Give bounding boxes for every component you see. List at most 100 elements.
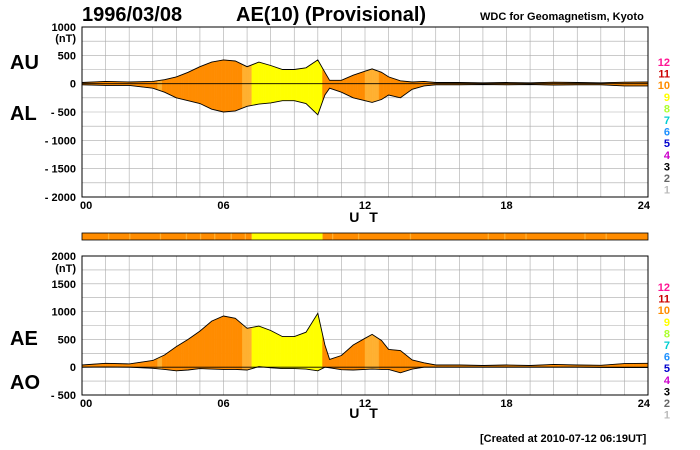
p2-unit-label: (nT) [55, 263, 76, 275]
ae-label: AE [10, 328, 38, 350]
p1-fill-slice [301, 67, 304, 104]
p1-fill-slice [362, 70, 366, 101]
p1-ytick-label: 1000 [52, 22, 76, 34]
p1-fill-slice [412, 81, 415, 90]
p2-fill-slice [211, 319, 215, 370]
activity-bar [81, 232, 649, 241]
p1-fill-slice [251, 63, 255, 106]
p2-fill-slice [374, 335, 377, 370]
p1-fill-slice [143, 81, 146, 88]
p1-fill-slice [213, 60, 217, 111]
p2-fill-slice [284, 336, 288, 369]
activity-bar-tick [199, 233, 202, 240]
p1-al-series [81, 84, 648, 116]
p2-fill-slice [360, 339, 363, 370]
p1-fill-slice [185, 72, 189, 101]
p1-fill-slice [355, 73, 359, 100]
p2-fill-slice [369, 334, 373, 370]
p1-fill-slice [376, 70, 380, 102]
p1-fill-slice [230, 60, 234, 112]
au-label: AU [10, 52, 39, 74]
p1-fill-slice [312, 61, 316, 114]
p1-fill-slice [209, 61, 212, 110]
p2-legend-level: 2 [664, 398, 670, 410]
p1-fill-slice [279, 68, 283, 102]
p1-fill-slice [345, 76, 349, 96]
p2-fill-slice [178, 343, 182, 371]
p2-fill-slice [251, 326, 255, 369]
p2-fill-slice [261, 326, 264, 368]
p2-fill-slice [390, 349, 394, 372]
p2-fill-slice [355, 341, 359, 371]
p2-fill-slice [289, 336, 293, 369]
p1-fill-slice [282, 69, 285, 101]
p1-fill-slice [338, 80, 342, 93]
p1-legend-level: 7 [664, 115, 670, 127]
p1-fill-slice [225, 59, 229, 113]
p1-xaxis-title: U T [349, 209, 381, 225]
p2-fill-slice [395, 349, 399, 373]
p1-fill-slice [176, 75, 179, 99]
p1-fill-slice [150, 81, 154, 89]
p2-fill-slice [206, 322, 210, 370]
p2-fill-slice [187, 337, 191, 371]
p2-fill-slice [213, 318, 217, 370]
p2-fill-slice [237, 319, 241, 370]
p1-fill-slice [270, 65, 274, 104]
activity-bar-tick [159, 233, 162, 240]
p1-legend-level: 9 [664, 92, 670, 104]
p1-fill-slice [287, 69, 290, 101]
p1-fill-slice [331, 80, 335, 91]
p1-unit-label: (nT) [55, 33, 76, 45]
p2-fill-slice [287, 336, 290, 369]
p1-fill-slice [164, 78, 168, 94]
p2-legend-level: 9 [664, 317, 670, 329]
p1-xtick-label: 18 [500, 200, 512, 212]
p2-fill-slice [357, 340, 361, 371]
p1-fill-slice [284, 69, 288, 101]
p1-fill-slice [161, 79, 165, 93]
p2-legend-level: 4 [664, 375, 671, 387]
p1-fill-slice [277, 67, 281, 102]
activity-bar-tick [331, 233, 334, 240]
p2-xtick-label: 00 [80, 398, 92, 410]
p2-fill-slice [239, 321, 243, 371]
p2-legend-level: 10 [658, 305, 670, 317]
p1-legend-level: 1 [664, 185, 670, 197]
p2-xtick-label: 06 [217, 398, 229, 410]
p2-fill-slice [223, 315, 227, 370]
p2-fill-slice [249, 327, 253, 370]
p2-fill-slice [308, 323, 311, 371]
p1-legend-level: 5 [664, 138, 670, 150]
p2-fill-slice [265, 328, 269, 368]
p1-frame [81, 26, 649, 198]
p2-fill-slice [277, 333, 281, 369]
activity-bar-tick [107, 233, 110, 240]
p2-fill-slice [315, 312, 318, 372]
p2-fill-slice [305, 327, 309, 370]
p2-frame [81, 255, 649, 396]
data-source: WDC for Geomagnetism, Kyoto [480, 11, 644, 23]
p1-fill-slice [367, 69, 370, 103]
p1-ytick-label: 0 [70, 79, 76, 91]
p2-fill-slice [298, 333, 302, 370]
p2-fill-slice [218, 316, 222, 370]
p1-fill-slice [275, 66, 278, 103]
p1-fill-slice [204, 63, 208, 108]
p1-fill-slice [157, 80, 161, 91]
p2-fill-slice [110, 363, 113, 368]
p1-fill-slice [173, 76, 177, 99]
p2-ytick-label: 1000 [52, 307, 76, 319]
p2-fill-slice [185, 339, 189, 371]
p2-fill-slice [329, 358, 333, 369]
p2-fill-slice [303, 331, 307, 370]
p1-fill-slice [303, 67, 307, 104]
p2-fill [81, 312, 649, 374]
p1-fill-slice [192, 68, 196, 103]
p2-legend-level: 8 [664, 328, 670, 340]
p2-xaxis-title: U T [349, 405, 381, 421]
chart-date: 1996/03/08 [82, 4, 183, 26]
activity-bar-segment [82, 233, 252, 240]
p2-legend-level: 5 [664, 363, 670, 375]
p1-ytick-label: - 500 [51, 107, 76, 119]
